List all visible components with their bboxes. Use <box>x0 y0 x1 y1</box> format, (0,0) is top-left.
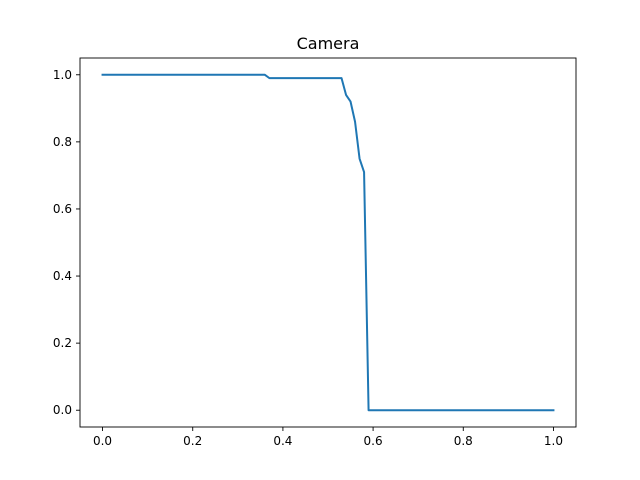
y-tick-label: 0.4 <box>53 269 72 283</box>
plot-area: 0.0 0.2 0.4 0.6 0.8 1.0 0.0 0.2 0.4 0.6 0.8 1.0 <box>53 57 577 448</box>
y-tick-label: 0.6 <box>53 202 72 216</box>
x-tick-label: 0.2 <box>183 434 202 448</box>
x-tick-label: 0.0 <box>93 434 112 448</box>
x-tick-label: 1.0 <box>544 434 563 448</box>
x-tick-label: 0.6 <box>364 434 383 448</box>
x-tick-label: 0.4 <box>273 434 292 448</box>
y-tick-label: 0.0 <box>53 403 72 417</box>
y-tick-label: 0.2 <box>53 336 72 350</box>
chart-title: Camera <box>297 34 360 53</box>
series-line-0 <box>101 73 555 412</box>
axes-frame <box>79 57 577 428</box>
y-tick-label: 0.8 <box>53 135 72 149</box>
y-tick-label: 1.0 <box>53 68 72 82</box>
x-tick-label: 0.8 <box>454 434 473 448</box>
